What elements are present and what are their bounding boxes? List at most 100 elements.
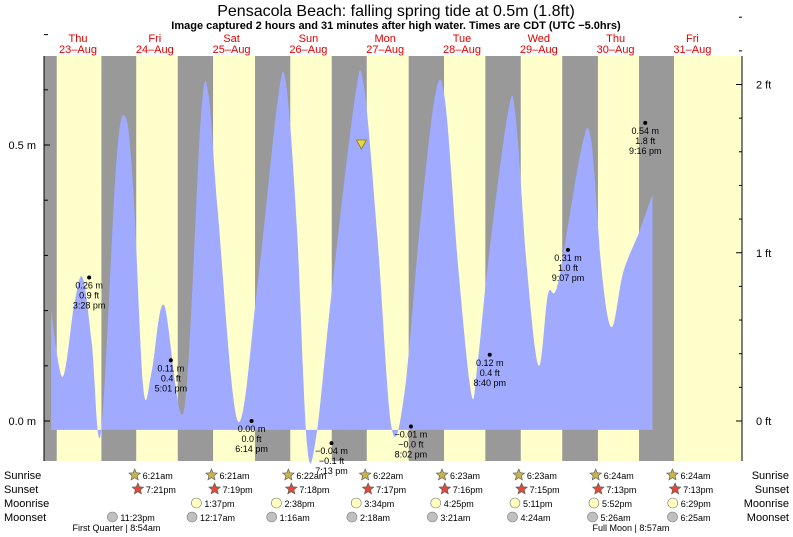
extreme-height-ft: 1.8 ft <box>635 136 656 146</box>
tide-area <box>51 70 653 464</box>
extreme-height-ft: −0.1 ft <box>319 456 345 466</box>
moon-phase-label: Full Moon | 8:57am <box>593 523 670 533</box>
row-label-left: Moonrise <box>4 498 49 510</box>
day-date: 30–Aug <box>597 44 635 56</box>
sunrise-icon <box>589 468 603 481</box>
day-date: 26–Aug <box>289 44 327 56</box>
moonrise-icon <box>271 497 282 509</box>
extreme-height-m: −0.04 m <box>315 446 348 456</box>
extreme-height-ft: 0.0 ft <box>242 434 263 444</box>
day-name: Sun <box>299 33 319 45</box>
sunrise-time: 6:21am <box>219 471 249 481</box>
extreme-height-m: 0.54 m <box>631 126 659 136</box>
row-label-right: Sunset <box>755 484 789 496</box>
sunset-time: 7:13pm <box>606 485 636 495</box>
moonrise-icon <box>350 497 362 509</box>
sunset-time: 7:21pm <box>146 485 176 495</box>
row-label-left: Moonset <box>4 512 46 524</box>
day-name: Tue <box>453 33 472 45</box>
right-tick-label: 1 ft <box>756 248 771 260</box>
sunrise-icon <box>358 468 372 481</box>
extreme-height-ft: 1.0 ft <box>558 263 579 273</box>
sunrise-icon <box>205 468 218 481</box>
day-name: Wed <box>528 33 550 45</box>
sunset-icon <box>361 482 375 495</box>
extreme-dot <box>408 424 413 429</box>
moonrise-icon <box>588 497 600 509</box>
sunrise-icon <box>435 468 449 481</box>
current-tide-marker <box>355 139 368 150</box>
sunset-icon <box>208 482 222 495</box>
sunrise-time: 6:22am <box>296 471 326 481</box>
left-tick-label: 0.5 m <box>8 140 36 152</box>
sunset-icon <box>515 482 529 495</box>
moonset-time: 12:17am <box>200 513 235 523</box>
astro-rows: Sunrise Sunrise Sunset Sunset Moonrise Moonri… <box>4 468 789 533</box>
sunset-time: 7:19pm <box>223 485 253 495</box>
moonset-icon <box>186 511 198 523</box>
extreme-time: 9:16 pm <box>629 146 662 156</box>
moonrise-icon <box>667 497 679 509</box>
axis-ticks: 0.5 m 0.0 m 2 ft 1 ft 0 ft <box>8 16 771 428</box>
moonset-time: 11:23pm <box>120 513 154 523</box>
right-tick-label: 2 ft <box>756 80 771 92</box>
sunset-icon <box>131 482 145 495</box>
sunset-icon <box>284 482 298 495</box>
day-name: Thu <box>69 33 88 45</box>
day-date: 23–Aug <box>59 44 97 56</box>
day-date: 31–Aug <box>673 44 711 56</box>
row-label-right: Sunrise <box>752 470 789 482</box>
day-name: Sat <box>223 33 240 45</box>
left-tick-label: 0.0 m <box>8 416 36 428</box>
moonset-icon <box>266 511 277 523</box>
extreme-time: 8:40 pm <box>473 378 506 388</box>
extreme-height-m: 0.11 m <box>157 363 184 373</box>
moonset-icon <box>507 511 518 523</box>
moonset-icon <box>667 511 678 523</box>
extreme-dot <box>329 441 334 446</box>
moonset-time: 6:25am <box>681 513 711 523</box>
moonrise-time: 5:52pm <box>602 499 632 509</box>
day-name: Mon <box>374 33 395 45</box>
moonset-time: 3:21am <box>440 513 470 523</box>
moonset-icon <box>107 511 118 523</box>
extreme-height-m: 0.12 m <box>476 358 504 368</box>
right-tick-label: 0 ft <box>756 416 771 428</box>
moonrise-time: 3:34pm <box>364 499 394 509</box>
row-label-right: Moonset <box>747 512 789 524</box>
sunset-time: 7:17pm <box>376 485 406 495</box>
sunset-time: 7:16pm <box>453 485 483 495</box>
moonset-time: 1:16am <box>280 513 310 523</box>
sunset-icon <box>438 482 452 495</box>
row-label-left: Sunrise <box>4 470 41 482</box>
sunrise-time: 6:23am <box>450 471 480 481</box>
extreme-dot <box>249 419 254 423</box>
moon-phase-label: First Quarter | 8:54am <box>72 523 160 533</box>
moonrise-time: 5:11pm <box>523 499 552 509</box>
plot-frame <box>43 56 743 461</box>
moonrise-icon <box>191 497 202 509</box>
extreme-height-ft: 0.4 ft <box>480 368 501 378</box>
extreme-dot <box>565 247 570 252</box>
extreme-height-ft: 0.4 ft <box>161 373 182 383</box>
extreme-time: 5:01 pm <box>155 383 188 393</box>
extreme-height-m: 0.31 m <box>554 253 582 263</box>
extreme-time: 8:02 pm <box>395 450 428 460</box>
day-name: Thu <box>606 33 625 45</box>
moonset-time: 5:26am <box>601 513 631 523</box>
moonrise-time: 4:25pm <box>444 499 474 509</box>
moonrise-time: 2:38pm <box>284 499 314 509</box>
moonset-time: 4:24am <box>521 513 551 523</box>
day-date: 28–Aug <box>443 44 481 56</box>
sunset-icon <box>591 482 605 495</box>
moonset-icon <box>427 511 438 523</box>
sunset-time: 7:15pm <box>530 485 560 495</box>
moonset-time: 2:18am <box>360 513 390 523</box>
moonrise-time: 6:29pm <box>681 499 711 509</box>
chart-subtitle: Image captured 2 hours and 31 minutes af… <box>171 20 621 32</box>
day-name: Fri <box>686 33 699 45</box>
extreme-annotations: 0.26 m0.9 ft3:28 pm0.11 m0.4 ft5:01 pm0.… <box>73 120 662 476</box>
row-label-left: Sunset <box>4 484 38 496</box>
extreme-height-m: 0.26 m <box>75 280 103 290</box>
extreme-height-ft: 0.9 ft <box>79 290 100 300</box>
